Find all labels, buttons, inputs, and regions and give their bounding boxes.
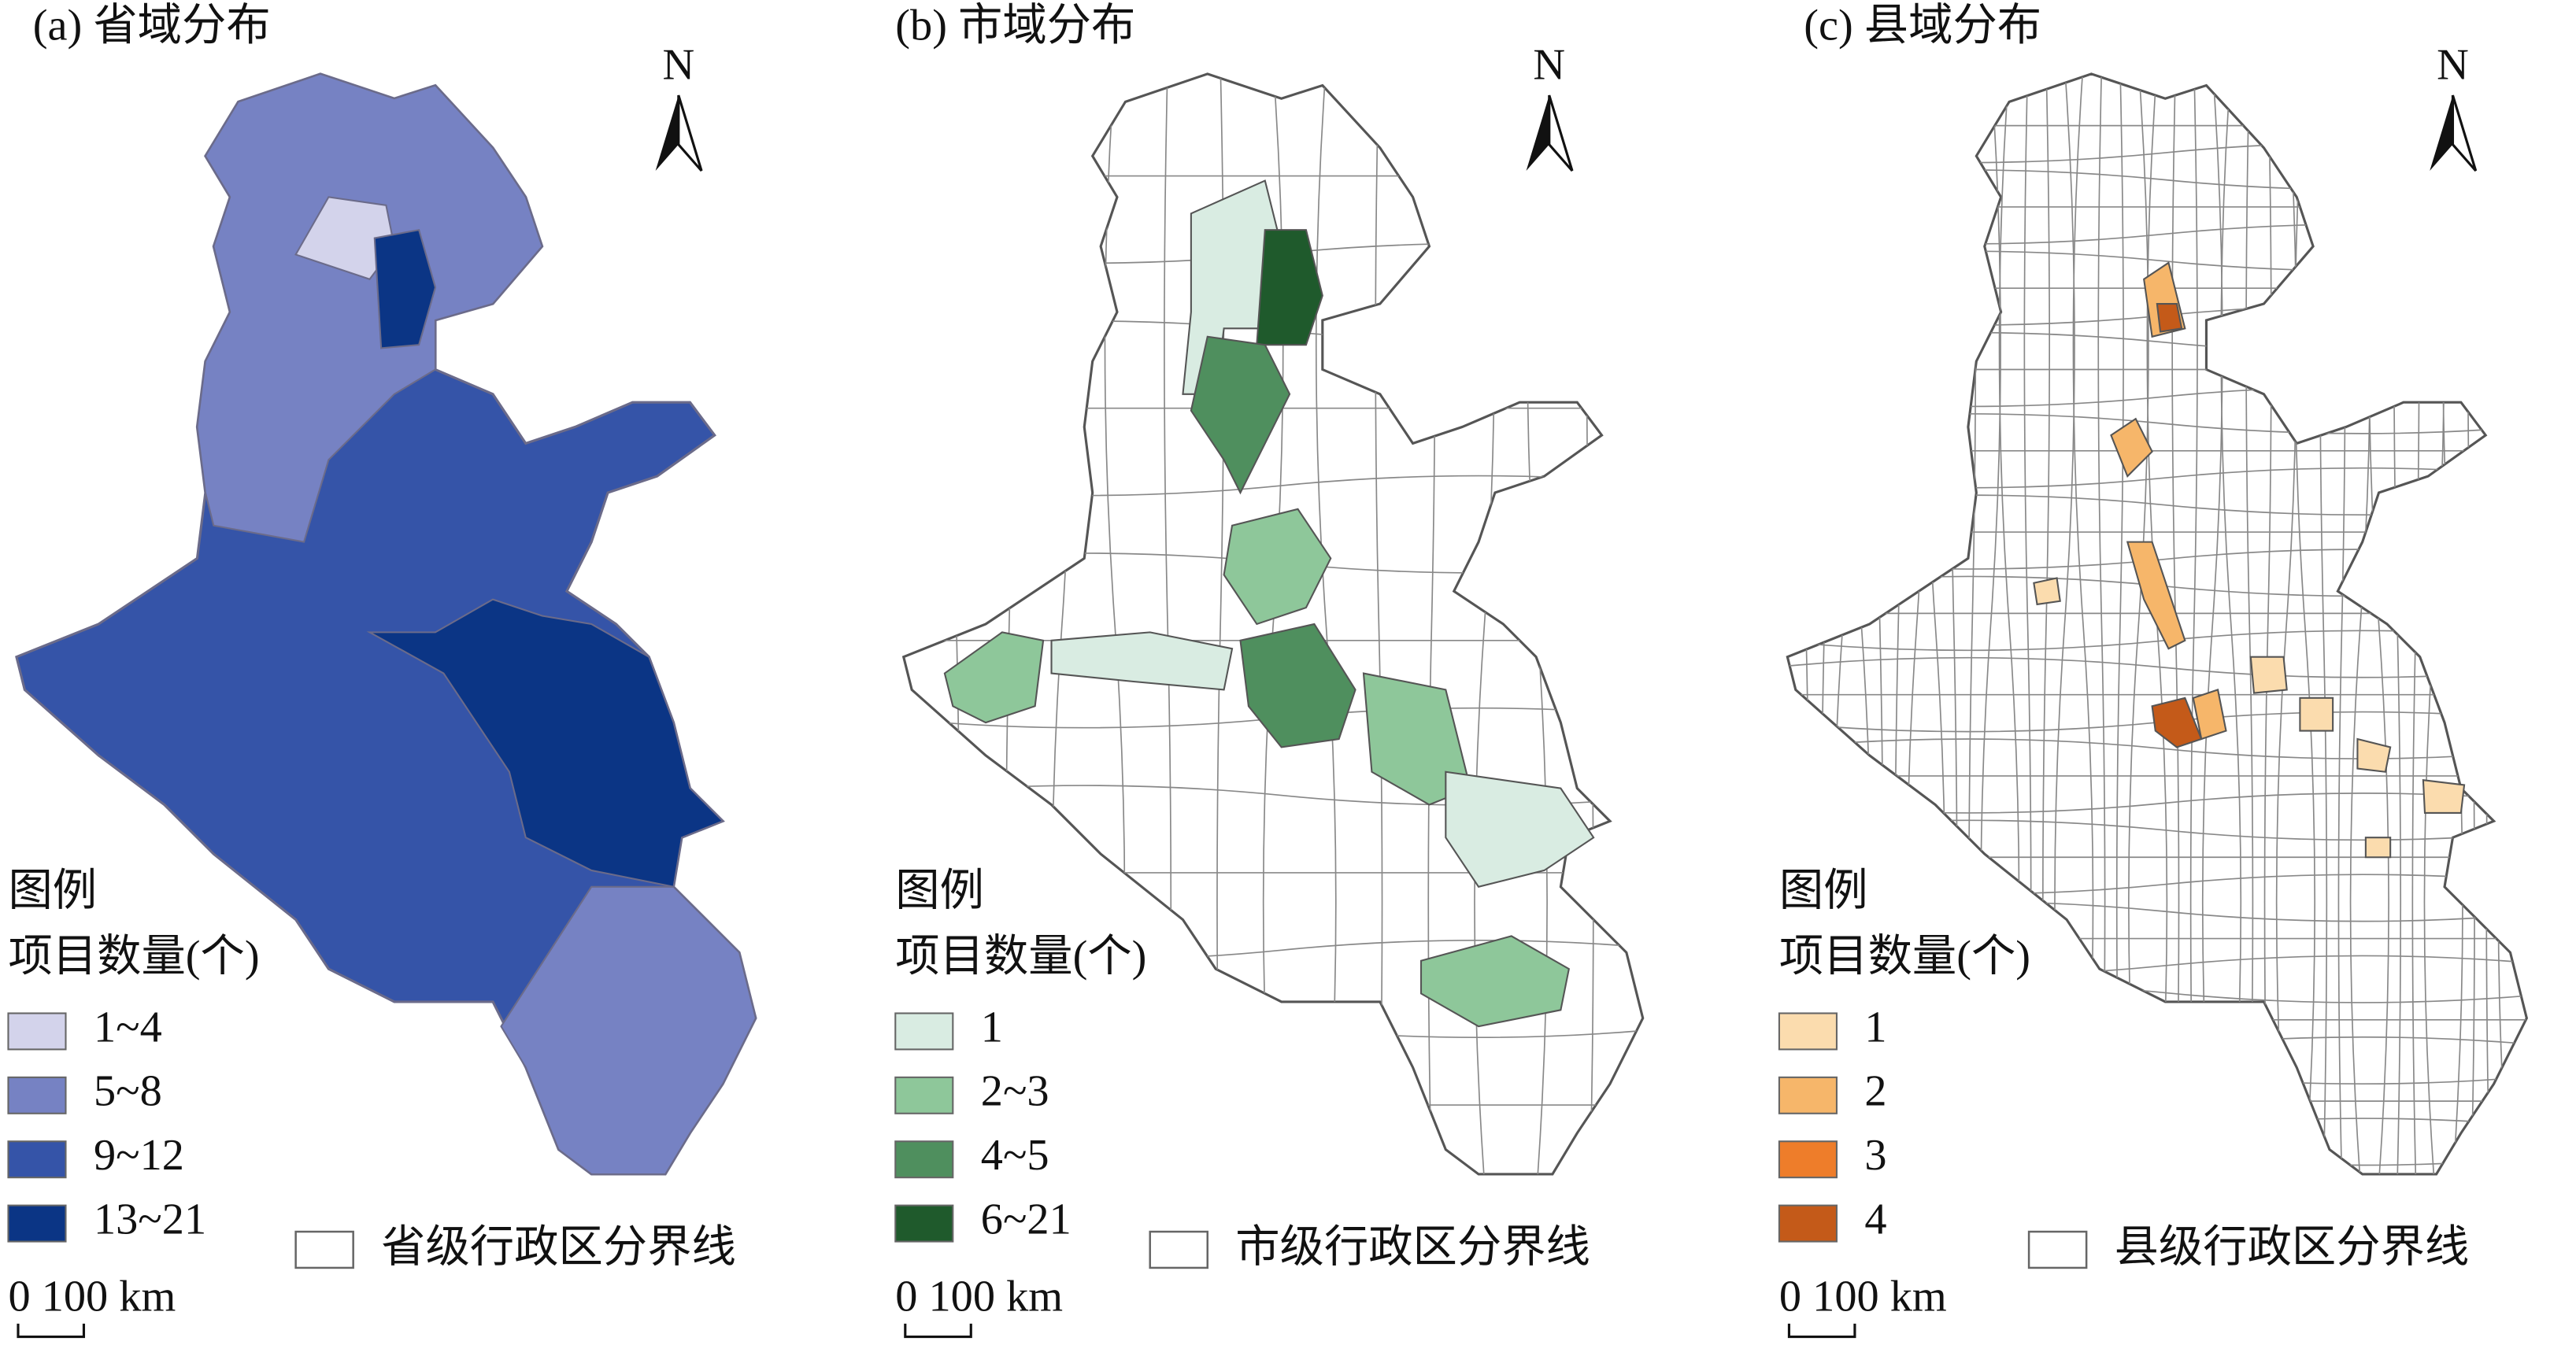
legend-label: 6~21	[981, 1195, 1071, 1244]
scale-label: 0 100 km	[895, 1273, 1063, 1321]
class-region	[2364, 837, 2392, 859]
class-region	[2151, 697, 2203, 748]
panel-title: (b) 市域分布	[895, 1, 1135, 50]
north-arrow	[655, 95, 679, 172]
class-region	[2110, 417, 2153, 478]
legend-label: 1	[981, 1003, 1003, 1051]
north-label: N	[662, 41, 694, 90]
class-region	[943, 631, 1045, 724]
legend-label: 3	[1864, 1131, 1886, 1180]
legend-label: 2~3	[981, 1067, 1049, 1116]
legend-swatch	[1778, 1204, 1838, 1243]
north-arrow	[2451, 94, 2478, 172]
class-region	[373, 228, 437, 349]
north-arrow	[1526, 95, 1549, 172]
legend-swatch	[7, 1012, 67, 1051]
class-region	[1256, 229, 1323, 346]
legend-swatch	[894, 1140, 954, 1179]
boundary-label: 市级行政区分界线	[1235, 1223, 1590, 1272]
legend-subtitle: 项目数量(个)	[1779, 933, 2030, 981]
legend-swatch	[7, 1204, 67, 1243]
legend-swatch	[1778, 1012, 1838, 1051]
legend-subtitle: 项目数量(个)	[895, 933, 1146, 981]
class-region	[2356, 737, 2392, 773]
panel-title: (c) 县域分布	[1804, 1, 2041, 50]
class-region	[1050, 631, 1234, 691]
class-region	[500, 885, 757, 1176]
class-region	[366, 598, 725, 889]
admin-boundary	[952, 73, 960, 1174]
panel-title: (a) 省域分布	[33, 1, 271, 50]
scale-label: 0 100 km	[8, 1273, 176, 1321]
class-region	[2422, 778, 2466, 814]
legend-label: 4	[1864, 1195, 1886, 1244]
class-region	[1445, 770, 1595, 889]
north-arrow	[677, 94, 703, 172]
north-label: N	[1533, 41, 1565, 90]
legend-label: 9~12	[94, 1131, 184, 1180]
class-region	[1239, 623, 1356, 748]
legend-label: 4~5	[981, 1131, 1049, 1180]
legend-label: 5~8	[94, 1067, 162, 1116]
scale-bar	[904, 1323, 972, 1339]
legend-swatch	[1778, 1076, 1838, 1114]
class-region	[196, 72, 543, 543]
legend-swatch	[7, 1076, 67, 1114]
class-region	[1223, 508, 1332, 626]
boundary-label: 省级行政区分界线	[381, 1223, 736, 1272]
class-region	[2192, 689, 2227, 741]
class-region	[2033, 577, 2061, 606]
legend-title: 图例	[895, 866, 984, 915]
class-region	[2156, 302, 2183, 333]
legend-swatch	[894, 1012, 954, 1051]
north-arrow	[1548, 94, 1574, 172]
legend-label: 2	[1864, 1067, 1886, 1116]
legend-label: 1	[1864, 1003, 1886, 1051]
class-region	[294, 196, 395, 280]
legend-label: 13~21	[94, 1195, 206, 1244]
boundary-swatch	[1149, 1230, 1209, 1269]
class-region	[2126, 541, 2186, 650]
legend-title: 图例	[1779, 866, 1868, 915]
class-region	[2249, 656, 2288, 694]
north-arrow	[2430, 95, 2453, 172]
admin-boundary	[2275, 73, 2297, 1174]
legend-subtitle: 项目数量(个)	[8, 933, 259, 981]
scale-bar	[17, 1323, 86, 1339]
scale-label: 0 100 km	[1779, 1273, 1947, 1321]
boundary-swatch	[2027, 1230, 2088, 1269]
legend-swatch	[7, 1140, 67, 1179]
boundary-label: 县级行政区分界线	[2115, 1223, 2470, 1272]
scale-bar	[1787, 1323, 1856, 1339]
admin-boundary	[1375, 73, 1383, 1174]
class-region	[1190, 335, 1291, 495]
class-region	[1419, 935, 1570, 1028]
legend-label: 1~4	[94, 1003, 162, 1051]
legend-swatch	[894, 1204, 954, 1243]
admin-boundary	[2294, 73, 2315, 1174]
admin-boundary	[2263, 73, 2272, 1174]
class-region	[2299, 697, 2334, 732]
boundary-swatch	[294, 1230, 354, 1269]
legend-title: 图例	[8, 866, 97, 915]
north-label: N	[2437, 41, 2469, 90]
admin-boundary	[1787, 738, 2527, 759]
legend-swatch	[894, 1076, 954, 1114]
legend-swatch	[1778, 1140, 1838, 1179]
